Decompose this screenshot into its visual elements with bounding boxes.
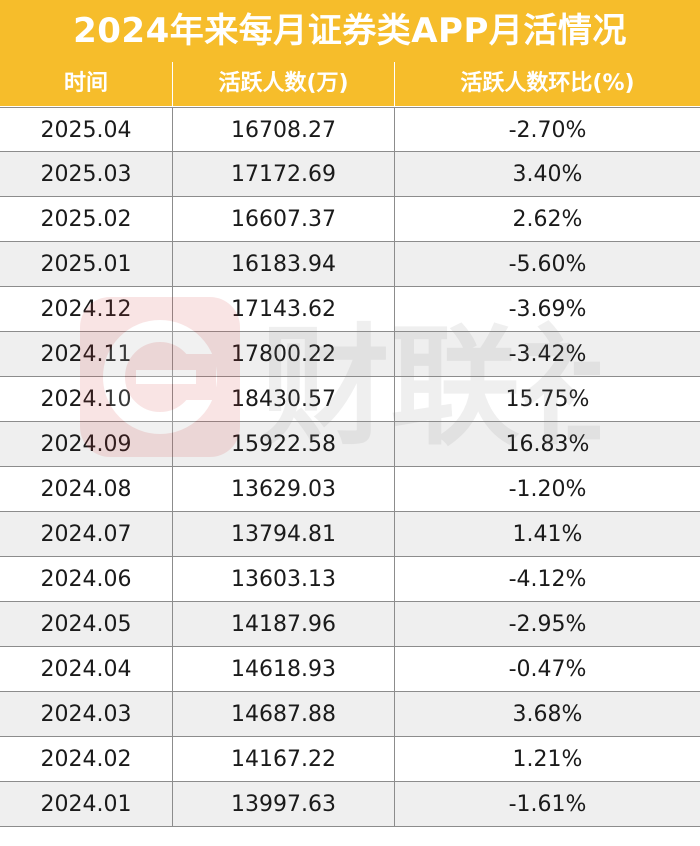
table-row: 2024.11 17800.22 -3.42% bbox=[0, 332, 700, 377]
table-row: 2025.04 16708.27 -2.70% bbox=[0, 107, 700, 152]
cell-mom: -4.12% bbox=[394, 557, 700, 601]
table-row: 2024.04 14618.93 -0.47% bbox=[0, 647, 700, 692]
cell-mom: -3.69% bbox=[394, 287, 700, 331]
cell-active-users: 17800.22 bbox=[172, 332, 394, 376]
table-row: 2024.01 13997.63 -1.61% bbox=[0, 782, 700, 827]
cell-month: 2024.06 bbox=[40, 567, 132, 592]
column-header-month: 时间 bbox=[63, 71, 108, 96]
table-row: 2025.01 16183.94 -5.60% bbox=[0, 242, 700, 287]
cell-active-users: 13997.63 bbox=[172, 782, 394, 826]
cell-active-users: 14687.88 bbox=[172, 692, 394, 736]
cell-month: 2024.03 bbox=[40, 702, 132, 727]
cell-month: 2025.01 bbox=[40, 252, 132, 277]
cell-active-users: 16607.37 bbox=[172, 197, 394, 241]
cell-active-users: 18430.57 bbox=[172, 377, 394, 421]
cell-mom: -1.61% bbox=[394, 782, 700, 826]
column-header-active-users: 活跃人数(万) bbox=[172, 62, 394, 106]
cell-active-users: 14618.93 bbox=[172, 647, 394, 691]
cell-mom: 3.40% bbox=[394, 152, 700, 196]
cell-active-users: 13629.03 bbox=[172, 467, 394, 511]
cell-month: 2024.12 bbox=[40, 297, 132, 322]
cell-mom: -1.20% bbox=[394, 467, 700, 511]
cell-month: 2024.11 bbox=[40, 342, 132, 367]
cell-active-users: 16183.94 bbox=[172, 242, 394, 286]
table-row: 2024.10 18430.57 15.75% bbox=[0, 377, 700, 422]
table-header: 时间 活跃人数(万) 活跃人数环比(%) bbox=[0, 62, 700, 107]
table-row: 2024.09 15922.58 16.83% bbox=[0, 422, 700, 467]
cell-mom: -5.60% bbox=[394, 242, 700, 286]
cell-month: 2024.09 bbox=[40, 432, 132, 457]
cell-mom: -0.47% bbox=[394, 647, 700, 691]
cell-month: 2025.04 bbox=[40, 118, 132, 143]
table-row: 2024.03 14687.88 3.68% bbox=[0, 692, 700, 737]
cell-mom: -3.42% bbox=[394, 332, 700, 376]
cell-month: 2024.04 bbox=[40, 657, 132, 682]
table-row: 2024.05 14187.96 -2.95% bbox=[0, 602, 700, 647]
cell-active-users: 14187.96 bbox=[172, 602, 394, 646]
cell-month: 2024.01 bbox=[40, 792, 132, 817]
cell-month: 2024.02 bbox=[40, 747, 132, 772]
cell-active-users: 15922.58 bbox=[172, 422, 394, 466]
cell-active-users: 16708.27 bbox=[172, 108, 394, 151]
cell-month: 2024.08 bbox=[40, 477, 132, 502]
table-row: 2024.12 17143.62 -3.69% bbox=[0, 287, 700, 332]
cell-month: 2025.03 bbox=[40, 162, 132, 187]
table-row: 2025.02 16607.37 2.62% bbox=[0, 197, 700, 242]
cell-active-users: 13603.13 bbox=[172, 557, 394, 601]
cell-mom: 16.83% bbox=[394, 422, 700, 466]
table-row: 2024.08 13629.03 -1.20% bbox=[0, 467, 700, 512]
cell-mom: 1.21% bbox=[394, 737, 700, 781]
cell-month: 2024.05 bbox=[40, 612, 132, 637]
cell-mom: -2.95% bbox=[394, 602, 700, 646]
cell-month: 2024.07 bbox=[40, 522, 132, 547]
cell-active-users: 17143.62 bbox=[172, 287, 394, 331]
table-title: 2024年来每月证券类APP月活情况 bbox=[0, 0, 700, 63]
table-row: 2024.02 14167.22 1.21% bbox=[0, 737, 700, 782]
cell-active-users: 17172.69 bbox=[172, 152, 394, 196]
table-row: 2024.07 13794.81 1.41% bbox=[0, 512, 700, 557]
table-row: 2024.06 13603.13 -4.12% bbox=[0, 557, 700, 602]
cell-mom: 3.68% bbox=[394, 692, 700, 736]
cell-mom: 2.62% bbox=[394, 197, 700, 241]
cell-mom: 1.41% bbox=[394, 512, 700, 556]
cell-active-users: 13794.81 bbox=[172, 512, 394, 556]
cell-month: 2024.10 bbox=[40, 387, 132, 412]
cell-active-users: 14167.22 bbox=[172, 737, 394, 781]
table-row: 2025.03 17172.69 3.40% bbox=[0, 152, 700, 197]
column-header-mom: 活跃人数环比(%) bbox=[394, 62, 700, 106]
table-body: 2025.04 16708.27 -2.70% 2025.03 17172.69… bbox=[0, 107, 700, 827]
cell-mom: -2.70% bbox=[394, 108, 700, 151]
cell-month: 2025.02 bbox=[40, 207, 132, 232]
cell-mom: 15.75% bbox=[394, 377, 700, 421]
